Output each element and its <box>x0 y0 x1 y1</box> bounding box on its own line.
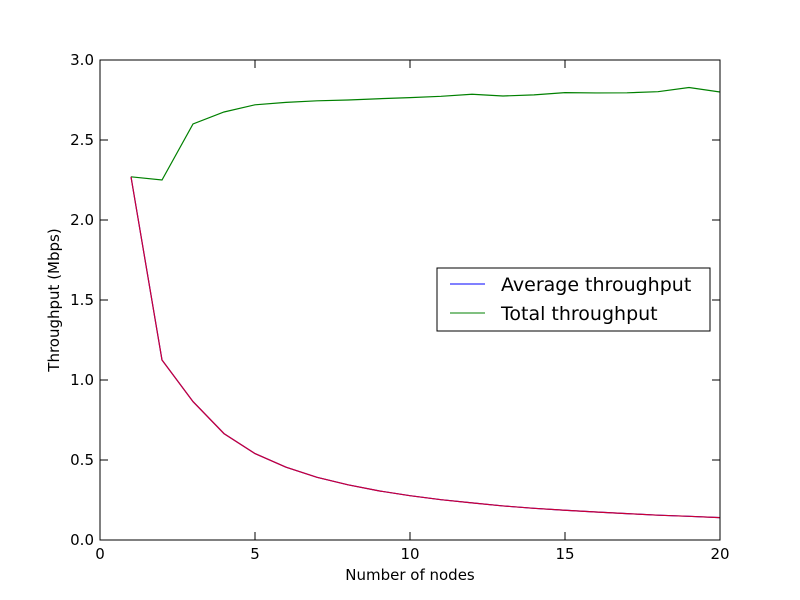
x-tick-label: 15 <box>555 545 574 563</box>
y-tick-label: 2.0 <box>70 211 94 229</box>
series-line-overlay <box>130 176 721 519</box>
legend-label-average: Average throughput <box>501 274 691 296</box>
axis-ticks <box>99 59 721 541</box>
plot-lines <box>130 86 721 519</box>
y-axis-label: Throughput (Mbps) <box>45 228 63 372</box>
series-line-average-throughput <box>130 176 721 519</box>
legend: Average throughput Total throughput <box>436 267 711 332</box>
x-tick-label: 20 <box>710 545 729 563</box>
y-tick-labels: 0.0 0.5 1.0 1.5 2.0 2.5 3.0 <box>70 51 94 549</box>
y-tick-label: 1.5 <box>70 291 94 309</box>
y-tick-label: 0.5 <box>70 451 94 469</box>
x-tick-labels: 0 5 10 15 20 <box>95 545 729 563</box>
y-tick-label: 1.0 <box>70 371 94 389</box>
legend-box <box>436 267 711 332</box>
x-tick-label: 5 <box>250 545 260 563</box>
y-tick-label: 3.0 <box>70 51 94 69</box>
x-tick-label: 10 <box>400 545 419 563</box>
y-tick-label: 0.0 <box>70 531 94 549</box>
x-axis-label: Number of nodes <box>345 566 475 584</box>
x-tick-label: 0 <box>95 545 105 563</box>
y-tick-label: 2.5 <box>70 131 94 149</box>
legend-label-total: Total throughput <box>500 303 658 325</box>
series-line-total-throughput <box>130 86 721 181</box>
